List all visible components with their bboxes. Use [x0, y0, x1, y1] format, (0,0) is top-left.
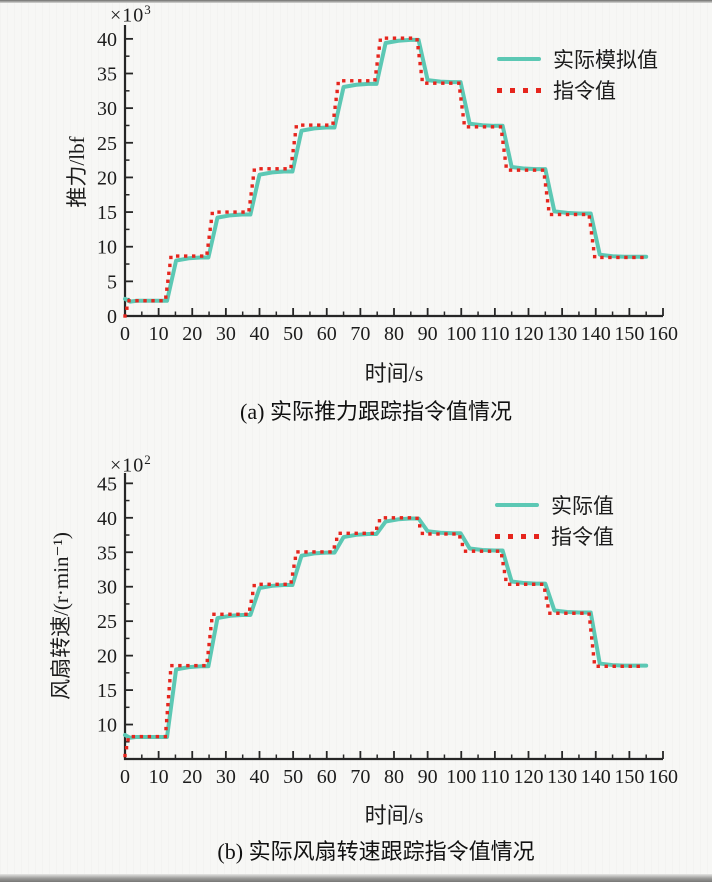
legend-label: 实际值 — [551, 494, 614, 518]
svg-text:30: 30 — [216, 766, 236, 788]
svg-text:40: 40 — [97, 508, 117, 530]
svg-text:110: 110 — [480, 766, 509, 788]
svg-text:10: 10 — [149, 323, 169, 345]
svg-text:150: 150 — [614, 323, 644, 345]
svg-text:90: 90 — [418, 766, 438, 788]
legend-a: 实际模拟值 指令值 — [497, 46, 658, 103]
svg-text:160: 160 — [648, 766, 678, 788]
svg-text:45: 45 — [97, 473, 117, 495]
x-axis-title-b: 时间/s — [364, 803, 424, 828]
legend-item-actual-a: 实际模拟值 — [497, 46, 658, 72]
svg-text:120: 120 — [514, 766, 544, 788]
svg-text:10: 10 — [97, 715, 117, 737]
svg-text:150: 150 — [614, 766, 644, 788]
svg-text:130: 130 — [547, 766, 577, 788]
svg-text:100: 100 — [446, 323, 476, 345]
svg-text:20: 20 — [97, 167, 117, 189]
thrust-plot: 0 10 20 30 40 50 60 70 80 90 100 110 120 130 140 150 160… — [97, 25, 678, 345]
svg-text:35: 35 — [97, 542, 117, 564]
svg-text:25: 25 — [97, 611, 117, 633]
svg-text:20: 20 — [97, 646, 117, 668]
svg-text:60: 60 — [317, 766, 337, 788]
svg-text:140: 140 — [581, 323, 611, 345]
legend-b: 实际值 指令值 — [495, 492, 614, 549]
y-axis-title-b: 风扇转速/(r·min⁻¹) — [49, 532, 73, 700]
dotted-line-swatch — [497, 87, 541, 93]
svg-text:5: 5 — [107, 271, 117, 293]
svg-text:40: 40 — [250, 766, 270, 788]
x-axis-title-a: 时间/s — [364, 361, 424, 386]
caption-b: (b) 实际风扇转速跟踪指令值情况 — [217, 839, 535, 864]
svg-text:30: 30 — [97, 577, 117, 599]
svg-text:0: 0 — [107, 306, 117, 328]
svg-text:120: 120 — [514, 323, 544, 345]
svg-text:30: 30 — [216, 323, 236, 345]
svg-text:20: 20 — [182, 323, 202, 345]
svg-text:140: 140 — [581, 766, 611, 788]
svg-text:35: 35 — [97, 64, 117, 86]
svg-text:20: 20 — [182, 766, 202, 788]
caption-a: (a) 实际推力跟踪指令值情况 — [240, 399, 512, 424]
svg-text:100: 100 — [446, 766, 476, 788]
legend-item-command-a: 指令值 — [497, 77, 658, 103]
svg-text:15: 15 — [97, 202, 117, 224]
svg-text:15: 15 — [97, 680, 117, 702]
svg-text:30: 30 — [97, 98, 117, 120]
svg-text:50: 50 — [283, 766, 303, 788]
svg-text:50: 50 — [283, 323, 303, 345]
solid-line-swatch — [497, 57, 541, 61]
svg-text:70: 70 — [350, 766, 370, 788]
svg-text:110: 110 — [480, 323, 509, 345]
svg-text:0: 0 — [120, 766, 130, 788]
svg-text:40: 40 — [250, 323, 270, 345]
y-axis-multiplier-a: ×103 — [110, 2, 152, 27]
legend-item-command-b: 指令值 — [495, 523, 614, 549]
y-axis-multiplier-b: ×102 — [110, 452, 152, 477]
svg-text:60: 60 — [317, 323, 337, 345]
page-bottom-edge — [0, 874, 712, 882]
svg-text:10: 10 — [97, 237, 117, 259]
svg-text:90: 90 — [418, 323, 438, 345]
svg-text:0: 0 — [120, 323, 130, 345]
chart-a-thrust: 0 10 20 30 40 50 60 70 80 90 100 110 120 130 140 150 160… — [0, 0, 712, 440]
solid-line-swatch — [495, 503, 539, 507]
legend-label: 实际模拟值 — [553, 48, 658, 72]
svg-text:80: 80 — [384, 323, 404, 345]
svg-text:10: 10 — [149, 766, 169, 788]
legend-item-actual-b: 实际值 — [495, 492, 614, 518]
chart-b-fan-speed: 0 10 20 30 40 50 60 70 80 90 100 110 120 130 140 150 160… — [0, 440, 712, 882]
svg-text:25: 25 — [97, 133, 117, 155]
page-top-edge — [0, 0, 712, 3]
fan-speed-plot: 0 10 20 30 40 50 60 70 80 90 100 110 120 130 140 150 160… — [97, 473, 678, 788]
svg-text:40: 40 — [97, 29, 117, 51]
svg-text:160: 160 — [648, 323, 678, 345]
svg-text:70: 70 — [350, 323, 370, 345]
legend-label: 指令值 — [551, 525, 614, 549]
svg-text:130: 130 — [547, 323, 577, 345]
svg-text:80: 80 — [384, 766, 404, 788]
legend-label: 指令值 — [553, 79, 616, 103]
dotted-line-swatch — [495, 533, 539, 539]
y-axis-title-a: 推力/lbf — [65, 136, 89, 208]
